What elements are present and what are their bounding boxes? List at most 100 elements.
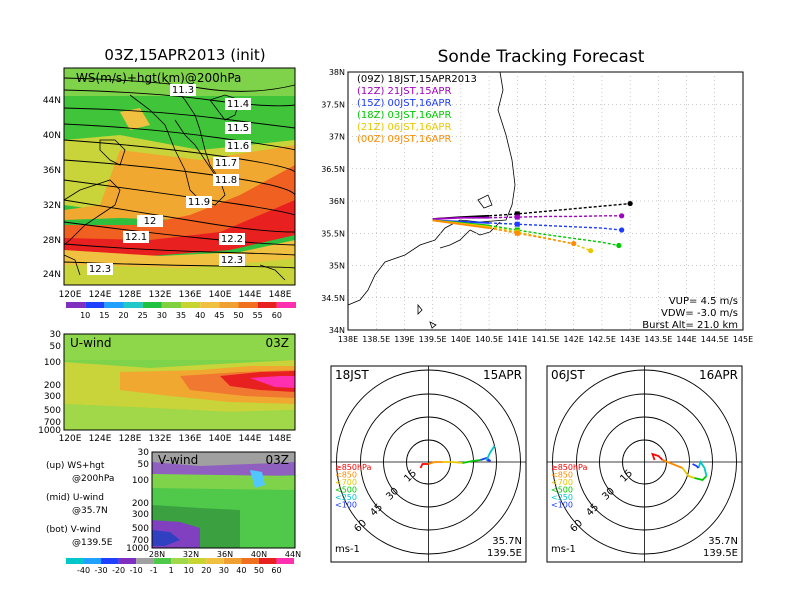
hodo-date: 16APR <box>699 368 738 382</box>
uwind-p-tick: 1000 <box>38 426 61 436</box>
bottom-colorbar-tick: 60 <box>271 566 281 575</box>
uwind-lon-tick: 124E <box>89 434 112 444</box>
track-lat-tick: 35N <box>329 262 345 271</box>
bottom-colorbar-cell <box>188 558 207 564</box>
uwind-p-tick: 100 <box>44 358 61 368</box>
track-lat-ticks: 38N 37.5N 37N 36.5N 36N 35.5N 35N 34.5N 34N <box>321 68 345 335</box>
map-colorbar-tick: 10 <box>80 311 90 320</box>
vwind-p-tick: 500 <box>132 524 149 534</box>
uwind-lon-tick: 148E <box>269 434 292 444</box>
vwind-title: V-wind <box>158 453 198 467</box>
hodo-trace <box>442 461 463 464</box>
map-title: 03Z,15APR2013 (init) <box>104 46 265 64</box>
uwind-p-tick: 700 <box>44 418 61 428</box>
bottom-colorbar-cell <box>223 558 242 564</box>
uwind-lon-tick: 132E <box>149 434 172 444</box>
vwind-lat-tick: 28N <box>149 550 165 559</box>
contour-label-bg <box>225 140 251 152</box>
track-lat-tick: 34N <box>329 326 345 335</box>
vdw-label: VDW= -3.0 m/s <box>661 308 738 319</box>
hodo-trace <box>651 452 664 461</box>
vwind-time: 03Z <box>266 453 290 467</box>
vwind-lat-ticks: 28N 32N 36N 40N 44N <box>149 550 301 559</box>
map-lon-tick: 140E <box>209 290 232 300</box>
track-line-dashed <box>489 215 622 219</box>
hodo-legend-entry: <100 <box>551 501 573 510</box>
hodo-trace <box>697 459 708 477</box>
map-contour-labels: 11.3 11.4 11.5 11.6 11.7 11.8 11.9 12 12.1 12.2 12… <box>87 84 251 275</box>
contour-label: 12.2 <box>221 234 243 245</box>
track-line-dashed <box>488 224 619 247</box>
track-line-dashed <box>489 222 622 231</box>
track-line-solid <box>432 219 490 229</box>
track-lon-tick: 138E <box>338 335 358 344</box>
map-colorbar-cell <box>161 302 181 308</box>
vwind-lat-tick: 32N <box>183 550 199 559</box>
vwind-p-tick: 100 <box>132 476 149 486</box>
hodo-date: 15APR <box>483 368 522 382</box>
uwind-lon-tick: 144E <box>239 434 262 444</box>
track-legend-entry: (18Z) 03JST,16APR <box>357 110 451 121</box>
uwind-lon-tick: 140E <box>209 434 232 444</box>
contour-label: 12 <box>144 216 157 227</box>
hodo-legend-entry: <850 <box>551 471 573 480</box>
hodo-legend-entry: <500 <box>335 486 357 495</box>
track-lon-tick: 139E <box>394 335 414 344</box>
track-lat-tick: 36N <box>329 197 345 206</box>
track-series <box>432 200 633 254</box>
map-lat-tick: 32N <box>43 201 61 211</box>
bottom-colorbar-tick: 1 <box>169 566 174 575</box>
map-colorbar-tick: 50 <box>233 311 243 320</box>
panel-legend: (up) WS+hgt @200hPa (mid) U-wind @35.7N … <box>46 461 114 548</box>
bottom-colorbar-cell <box>258 558 277 564</box>
track-end-point <box>619 227 625 233</box>
hodo-trace <box>662 459 683 469</box>
contour-label-bg <box>225 98 251 110</box>
contour-label: 12.3 <box>221 255 243 266</box>
map-colorbar-tick: 60 <box>272 311 282 320</box>
hodo-unit: ms-1 <box>551 544 576 555</box>
map-colorbar-tick: 20 <box>118 311 128 320</box>
track-lat-tick: 37N <box>329 133 345 142</box>
bottom-colorbar-tick: 10 <box>184 566 194 575</box>
track-lon-tick: 142.5E <box>588 335 616 344</box>
track-legend-entry: (09Z) 18JST,15APR2013 <box>357 74 477 85</box>
hodo-legend-entry: <500 <box>551 486 573 495</box>
bottom-colorbar-tick: -20 <box>112 566 125 575</box>
legend-mid-line1: (mid) U-wind <box>46 493 104 503</box>
track-lat-tick: 37.5N <box>321 100 345 109</box>
track-end-point <box>571 240 577 247</box>
contour-label: 11.5 <box>227 123 249 134</box>
map-lon-tick: 120E <box>59 290 82 300</box>
track-lon-tick: 143.5E <box>644 335 672 344</box>
map-lat-tick: 40N <box>43 131 61 141</box>
track-lon-tick: 142E <box>564 335 584 344</box>
hodo-trace <box>462 459 481 464</box>
map-lon-tick: 124E <box>89 290 112 300</box>
hodo-lon: 139.5E <box>487 548 522 559</box>
hodo-trace <box>485 445 496 461</box>
tracking-title: Sonde Tracking Forecast <box>438 47 645 67</box>
bottom-colorbar-tick: -1 <box>150 566 158 575</box>
map-field-label: WS(m/s)+hgt(km)@200hPa <box>76 71 241 85</box>
track-lon-tick: 141E <box>507 335 527 344</box>
map-lon-tick: 148E <box>269 290 292 300</box>
uwind-p-tick: 50 <box>50 342 62 352</box>
bottom-colorbar-cell <box>136 558 154 564</box>
hodo-trace <box>480 456 492 462</box>
track-lat-tick: 38N <box>329 68 345 77</box>
bottom-colorbar-cell <box>241 558 259 564</box>
uwind-time: 03Z <box>266 336 290 350</box>
uwind-lon-tick: 120E <box>59 434 82 444</box>
map-colorbar-cell <box>181 302 201 308</box>
bottom-colorbar-cell <box>171 558 189 564</box>
track-lat-tick: 36.5N <box>321 165 345 174</box>
contour-label: 11.7 <box>215 158 237 169</box>
bottom-colorbar-cell <box>83 558 102 564</box>
track-lon-tick: 144E <box>676 335 696 344</box>
vwind-p-tick: 200 <box>132 499 149 509</box>
bottom-colorbar-cell <box>66 558 84 564</box>
hodo-legend-entry: ≥850hPa <box>335 463 372 472</box>
